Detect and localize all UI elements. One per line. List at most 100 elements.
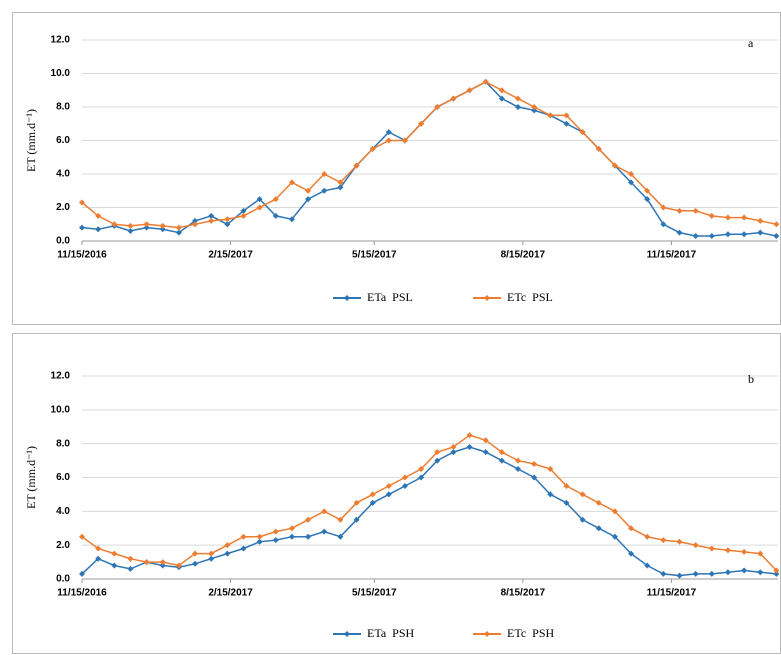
x-tick-label: 11/15/2017 (647, 250, 697, 261)
point (660, 537, 667, 544)
legend-marker (484, 295, 490, 301)
x-tick-label: 11/15/2017 (647, 588, 697, 599)
point (595, 145, 602, 152)
series-line (81, 434, 777, 572)
point (95, 555, 102, 562)
point (644, 533, 651, 540)
point (563, 499, 570, 506)
point (547, 466, 554, 473)
point (498, 95, 505, 102)
legend-marker (344, 631, 350, 637)
point (724, 569, 731, 576)
point (660, 570, 667, 577)
point (321, 187, 328, 194)
y-tick-label: 0.0 (56, 236, 70, 247)
point (547, 491, 554, 498)
point (515, 95, 522, 102)
point (466, 87, 473, 94)
point (434, 457, 441, 464)
point (192, 550, 199, 557)
point (644, 196, 651, 203)
point (724, 547, 731, 554)
point (757, 229, 764, 236)
y-tick-label: 6.0 (56, 472, 70, 483)
point (337, 179, 344, 186)
point (563, 482, 570, 489)
x-tick-label: 5/15/2017 (352, 250, 397, 261)
point (95, 545, 102, 552)
point (708, 570, 715, 577)
panel-frame (12, 12, 781, 325)
point (143, 559, 150, 566)
point (385, 137, 392, 144)
point (676, 538, 683, 545)
point (708, 212, 715, 219)
point (353, 516, 360, 523)
point (676, 229, 683, 236)
point (192, 217, 199, 224)
point (224, 542, 231, 549)
point (579, 516, 586, 523)
point (579, 491, 586, 498)
point (240, 207, 247, 214)
point (385, 491, 392, 498)
point (676, 572, 683, 579)
point (611, 533, 618, 540)
point (401, 474, 408, 481)
point (595, 525, 602, 532)
point (272, 212, 279, 219)
point (434, 449, 441, 456)
y-tick-label: 2.0 (56, 202, 70, 213)
point (369, 145, 376, 152)
point (531, 104, 538, 110)
legend-label: ETc PSL (507, 290, 553, 304)
point (224, 221, 231, 228)
point (531, 107, 538, 114)
point (288, 525, 295, 532)
point (240, 545, 247, 552)
point (256, 204, 263, 211)
point (515, 457, 522, 464)
point (321, 528, 328, 535)
point (111, 562, 118, 569)
point (175, 562, 182, 569)
point (111, 221, 118, 228)
point (272, 537, 279, 544)
point (256, 533, 263, 540)
x-tick-label: 5/15/2017 (352, 588, 397, 599)
point (498, 449, 505, 456)
point (127, 227, 134, 234)
point (563, 112, 570, 119)
point (466, 432, 473, 439)
point (208, 212, 215, 219)
point (418, 474, 425, 481)
point (159, 562, 166, 569)
point (660, 221, 667, 228)
point (240, 212, 247, 219)
point (579, 129, 586, 136)
point (724, 231, 731, 238)
point (482, 449, 489, 456)
y-tick-label: 12.0 (51, 35, 71, 46)
point (305, 196, 312, 203)
point (595, 499, 602, 506)
point (143, 224, 150, 231)
point (628, 525, 635, 532)
y-tick-label: 10.0 (51, 404, 71, 415)
point (111, 550, 118, 557)
y-tick-label: 6.0 (56, 135, 70, 146)
point (757, 569, 764, 576)
point (79, 224, 85, 231)
point (773, 221, 780, 228)
point (369, 499, 376, 506)
point (224, 550, 231, 557)
point (288, 216, 295, 223)
point (418, 466, 425, 473)
x-tick-label: 8/15/2017 (501, 588, 546, 599)
y-tick-label: 10.0 (51, 68, 71, 79)
y-tick-label: 12.0 (51, 371, 71, 382)
point (272, 528, 279, 535)
y-axis-label: ET (mm.d⁻¹) (24, 446, 38, 509)
x-tick-label: 2/15/2017 (208, 250, 253, 261)
